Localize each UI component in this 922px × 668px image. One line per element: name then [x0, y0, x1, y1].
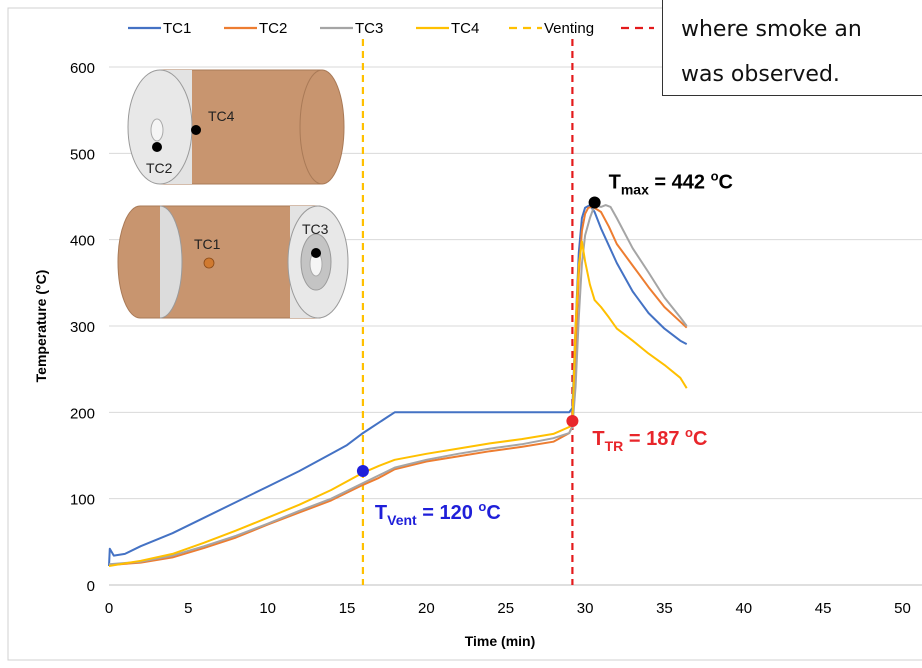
x-tick-label: 20 — [418, 600, 435, 617]
series-lines — [108, 204, 688, 567]
legend-label: Venting — [544, 20, 594, 37]
cylinder-bottom — [117, 205, 349, 319]
series-line-tc1 — [108, 204, 688, 567]
y-tick-label: 300 — [70, 319, 95, 336]
cylinder-top — [127, 69, 345, 185]
inset-cylinder-diagram: TC4 TC2 TC1 TC3 — [117, 69, 349, 319]
x-tick-label: 50 — [894, 600, 911, 617]
y-tick-label: 500 — [70, 146, 95, 163]
series-line-tc3 — [108, 204, 688, 566]
x-tick-label: 45 — [815, 600, 832, 617]
legend-label: TC2 — [259, 20, 287, 37]
x-axis-label: Time (min) — [465, 633, 536, 649]
x-tick-label: 5 — [184, 600, 192, 617]
vertical-reference-lines — [361, 39, 574, 585]
y-tick-labels: 0 100 200 300 400 500 600 — [70, 60, 95, 595]
key-point-marker — [588, 196, 601, 209]
legend-label: TC3 — [355, 20, 383, 37]
key-point-marker — [566, 414, 579, 427]
x-tick-label: 25 — [497, 600, 514, 617]
key-point-label: Tmax = 442 oC — [609, 169, 733, 198]
y-tick-label: 600 — [70, 60, 95, 77]
inset-label-tc1: TC1 — [194, 236, 221, 252]
key-points: TVent = 120 oC TTR = 187 oC Tmax = 442 oC — [356, 169, 733, 528]
x-tick-label: 30 — [577, 600, 594, 617]
x-tick-label: 10 — [259, 600, 276, 617]
inset-label-tc2: TC2 — [146, 160, 173, 176]
key-point-marker — [356, 465, 369, 478]
callout-line-2: was observed. — [681, 62, 840, 87]
x-tick-label: 35 — [656, 600, 673, 617]
y-tick-label: 100 — [70, 492, 95, 509]
series-line-tc4 — [108, 240, 688, 567]
y-tick-label: 0 — [87, 578, 95, 595]
inset-label-tc4: TC4 — [208, 108, 235, 124]
annotation-callout: where smoke an was observed. — [662, 0, 922, 96]
y-axis-label: Temperature (°C) — [33, 270, 49, 383]
x-tick-label: 15 — [339, 600, 356, 617]
x-tick-label: 40 — [735, 600, 752, 617]
callout-line-1: where smoke an — [681, 17, 862, 42]
y-tick-label: 400 — [70, 233, 95, 250]
inset-label-tc3: TC3 — [302, 221, 329, 237]
x-tick-label: 0 — [105, 600, 113, 617]
key-point-label: TTR = 187 oC — [592, 425, 707, 454]
legend: TC1 TC2 TC3 TC4 Venting — [128, 20, 654, 37]
y-tick-label: 200 — [70, 405, 95, 422]
legend-label: TC4 — [451, 20, 479, 37]
legend-label: TC1 — [163, 20, 191, 37]
key-point-label: TVent = 120 oC — [375, 499, 501, 528]
x-tick-labels: 0 5 10 15 20 25 30 35 40 45 50 — [105, 600, 911, 617]
